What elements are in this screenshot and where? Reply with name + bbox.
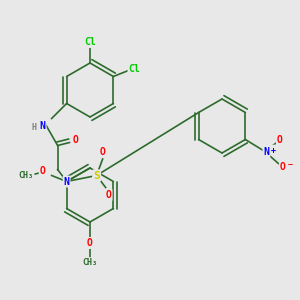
Text: CH₃: CH₃ — [82, 258, 98, 267]
Text: O: O — [73, 134, 79, 145]
Text: CH₃: CH₃ — [19, 171, 34, 180]
Text: N: N — [263, 146, 269, 157]
Text: O: O — [87, 238, 93, 248]
Text: −: − — [287, 160, 292, 169]
Text: O: O — [40, 166, 46, 176]
Text: H: H — [31, 123, 36, 132]
Text: O: O — [100, 146, 106, 157]
Text: Cl: Cl — [128, 64, 140, 74]
Text: +: + — [271, 146, 276, 154]
Text: O: O — [280, 161, 286, 172]
Text: N: N — [64, 176, 70, 187]
Text: O: O — [106, 190, 112, 200]
Text: Cl: Cl — [84, 37, 96, 47]
Text: O: O — [277, 134, 283, 145]
Text: S: S — [93, 170, 100, 181]
Text: N: N — [40, 121, 46, 131]
